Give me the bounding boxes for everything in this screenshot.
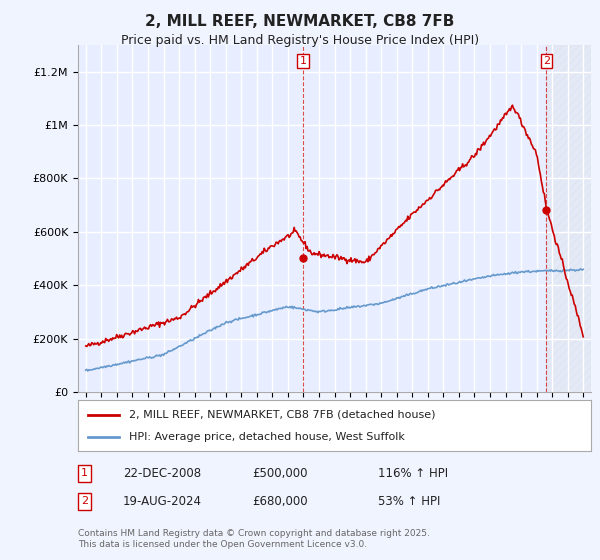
Text: 19-AUG-2024: 19-AUG-2024	[123, 494, 202, 508]
Text: 116% ↑ HPI: 116% ↑ HPI	[378, 466, 448, 480]
Text: 2: 2	[543, 56, 550, 66]
Text: 1: 1	[299, 56, 307, 66]
Text: 1: 1	[81, 468, 88, 478]
Text: 2, MILL REEF, NEWMARKET, CB8 7FB: 2, MILL REEF, NEWMARKET, CB8 7FB	[145, 14, 455, 29]
Bar	[547, 45, 591, 392]
Text: Contains HM Land Registry data © Crown copyright and database right 2025.
This d: Contains HM Land Registry data © Crown c…	[78, 529, 430, 549]
Text: £500,000: £500,000	[252, 466, 308, 480]
Text: 53% ↑ HPI: 53% ↑ HPI	[378, 494, 440, 508]
Text: 22-DEC-2008: 22-DEC-2008	[123, 466, 201, 480]
Text: Price paid vs. HM Land Registry's House Price Index (HPI): Price paid vs. HM Land Registry's House …	[121, 34, 479, 46]
Text: £680,000: £680,000	[252, 494, 308, 508]
Text: HPI: Average price, detached house, West Suffolk: HPI: Average price, detached house, West…	[130, 432, 405, 442]
Text: 2: 2	[81, 496, 88, 506]
Text: 2, MILL REEF, NEWMARKET, CB8 7FB (detached house): 2, MILL REEF, NEWMARKET, CB8 7FB (detach…	[130, 409, 436, 419]
